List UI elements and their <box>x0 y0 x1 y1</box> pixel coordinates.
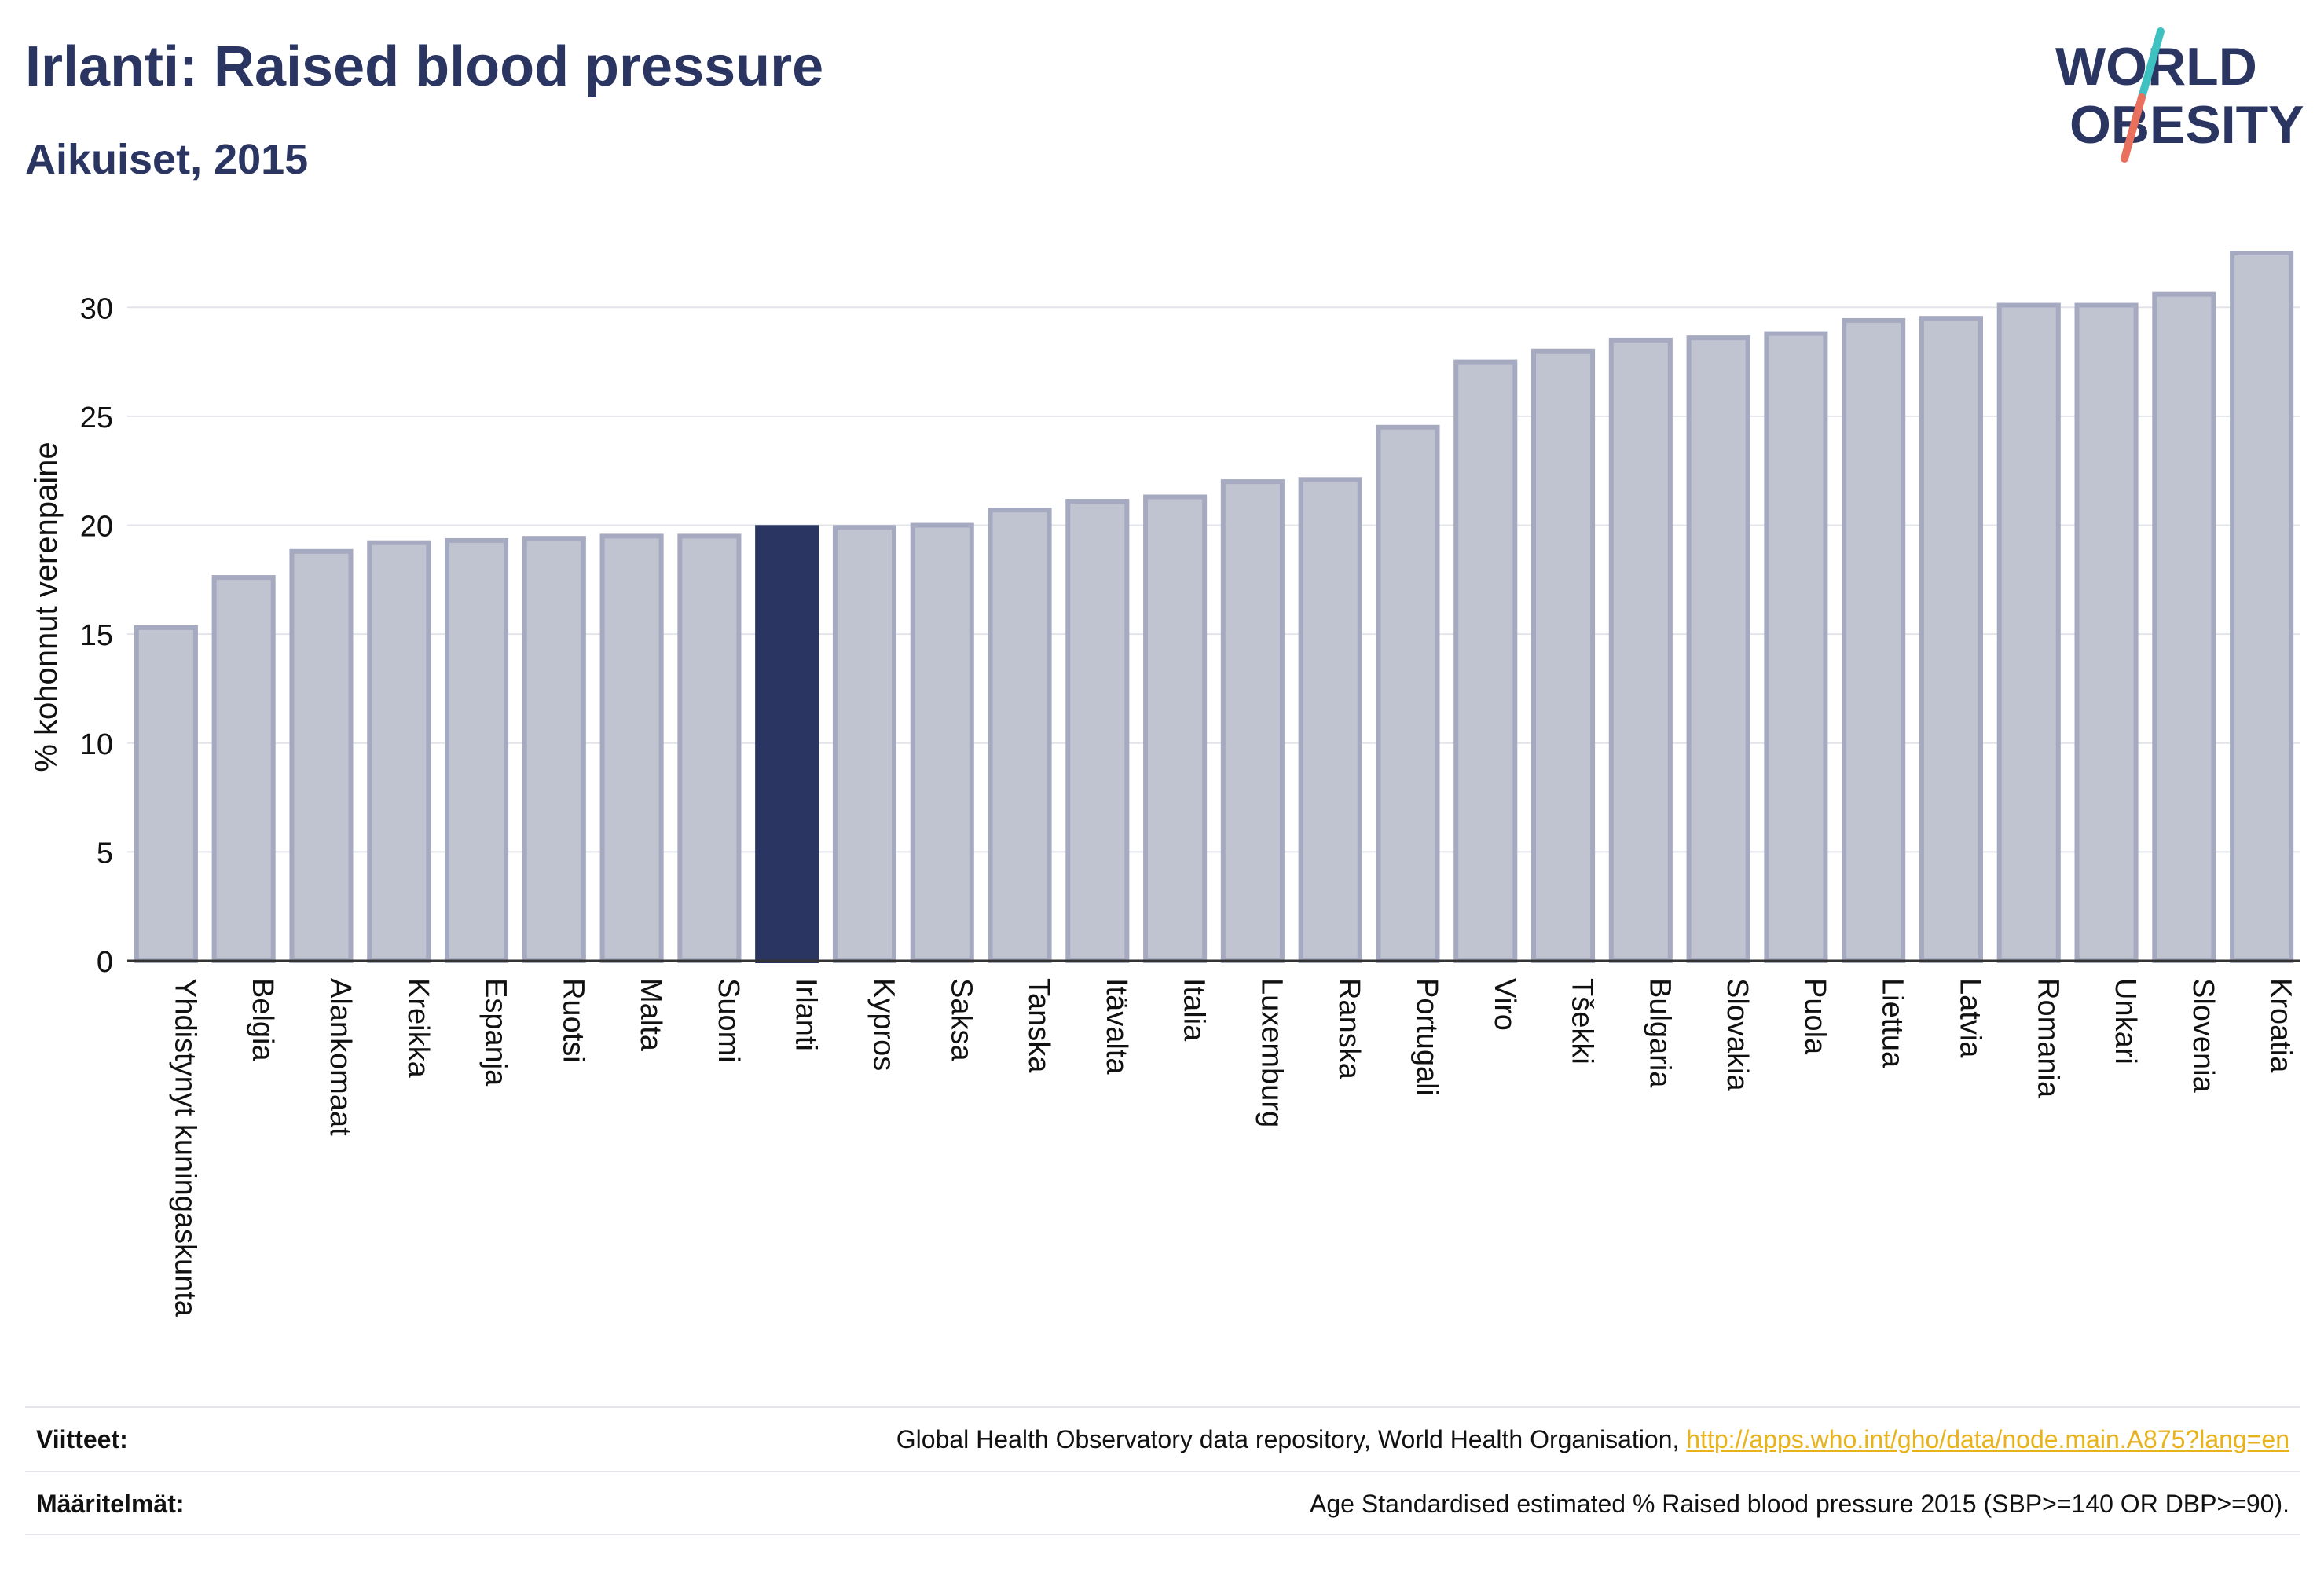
bars <box>134 251 2294 964</box>
y-tick-label: 25 <box>80 401 113 434</box>
definitions-label: Määritelmät: <box>36 1489 185 1518</box>
logo-slash-teal <box>2138 27 2165 101</box>
x-tick-label: Slovenia <box>2187 978 2220 1094</box>
x-tick-label: Saksa <box>944 978 977 1061</box>
bar <box>1376 424 1440 963</box>
bar <box>134 625 198 963</box>
y-tick-label: 15 <box>80 619 113 652</box>
x-tick-label: Yhdistynyt kuningaskunta <box>168 978 201 1318</box>
bar-chart: 0 5 10 15 20 25 30 Yhdistynyt kuningaskunta Bel… <box>29 251 2300 1318</box>
bar <box>1842 317 1906 963</box>
x-tick-label: Malta <box>634 978 667 1052</box>
bar <box>289 548 354 963</box>
chart-title: Irlanti: Raised blood pressure <box>25 35 824 98</box>
y-tick-label: 10 <box>80 728 113 761</box>
y-tick-label: 30 <box>80 292 113 325</box>
x-tick-label: Slovakia <box>1721 978 1754 1091</box>
y-axis-label: % kohonnut verenpaine <box>29 442 64 772</box>
bar <box>1530 348 1596 963</box>
bar <box>677 533 742 963</box>
x-tick-label: Portugali <box>1410 978 1443 1096</box>
y-tick-label: 0 <box>97 946 113 979</box>
x-tick-label: Irlanti <box>790 978 823 1051</box>
footer-definitions: Määritelmät: Age Standardised estimated … <box>25 1471 2300 1535</box>
x-tick-label: Romania <box>2031 978 2064 1098</box>
sources-link[interactable]: http://apps.who.int/gho/data/node.main.A… <box>1686 1424 2289 1453</box>
bar <box>1608 337 1673 963</box>
bar <box>1220 479 1285 963</box>
bar <box>2230 251 2294 963</box>
bar <box>367 540 431 963</box>
bar <box>1764 331 1828 963</box>
bar <box>1996 302 2061 963</box>
bar <box>1919 316 1984 963</box>
x-tick-label: Tšekki <box>1566 978 1599 1065</box>
x-tick-label: Ranska <box>1332 978 1365 1080</box>
footer-divider <box>25 1534 2300 1535</box>
bar <box>1065 499 1130 963</box>
x-tick-label: Kroatia <box>2264 978 2297 1073</box>
bar <box>832 525 897 963</box>
x-tick-label: Belgia <box>246 978 279 1061</box>
x-tick-label: Espanja <box>479 978 512 1087</box>
x-tick-label: Bulgaria <box>1643 978 1676 1088</box>
x-tick-label: Unkari <box>2109 978 2142 1065</box>
bar <box>1686 335 1750 963</box>
bar <box>988 508 1052 963</box>
y-axis-ticks: 0 5 10 15 20 25 30 <box>80 292 113 979</box>
bar-highlighted <box>755 525 819 963</box>
x-tick-label: Kreikka <box>401 978 434 1079</box>
y-tick-label: 20 <box>80 511 113 544</box>
footer-sources: Viitteet: Global Health Observatory data… <box>25 1406 2300 1471</box>
x-axis-ticks: Yhdistynyt kuningaskunta Belgia Alankomaat… <box>168 978 2297 1318</box>
world-obesity-logo: WORLD OBESITY <box>2055 27 2304 163</box>
bar <box>1298 477 1362 963</box>
x-tick-label: Alankomaat <box>324 978 357 1136</box>
x-tick-label: Italia <box>1178 978 1211 1042</box>
x-tick-label: Liettua <box>1876 978 1909 1068</box>
bar <box>2152 291 2216 964</box>
x-tick-label: Suomi <box>712 978 745 1063</box>
sources-text: Global Health Observatory data repositor… <box>896 1425 2300 1454</box>
bar <box>910 522 974 963</box>
bar <box>599 533 664 963</box>
x-tick-label: Luxemburg <box>1255 978 1288 1127</box>
definitions-text: Age Standardised estimated % Raised bloo… <box>1310 1489 2289 1518</box>
x-tick-label: Latvia <box>1953 978 1986 1058</box>
x-tick-label: Puola <box>1798 978 1831 1055</box>
x-tick-label: Ruotsi <box>556 978 589 1063</box>
chart-subtitle: Aikuiset, 2015 <box>25 136 309 183</box>
logo-word-obesity: OBESITY <box>2069 95 2304 155</box>
logo-slash-coral <box>2121 93 2146 163</box>
y-tick-label: 5 <box>97 837 113 870</box>
sources-citation: Global Health Observatory data repositor… <box>896 1424 1687 1453</box>
x-tick-label: Kypros <box>867 978 900 1071</box>
bar <box>522 536 586 963</box>
x-tick-label: Itävalta <box>1100 978 1133 1075</box>
sources-label: Viitteet: <box>36 1424 128 1453</box>
bar <box>1453 359 1518 964</box>
x-tick-label: Viro <box>1488 978 1521 1031</box>
bar <box>211 575 276 963</box>
bar <box>2074 302 2139 963</box>
bar <box>444 537 509 963</box>
x-tick-label: Tanska <box>1022 978 1055 1073</box>
bar <box>1143 494 1208 963</box>
